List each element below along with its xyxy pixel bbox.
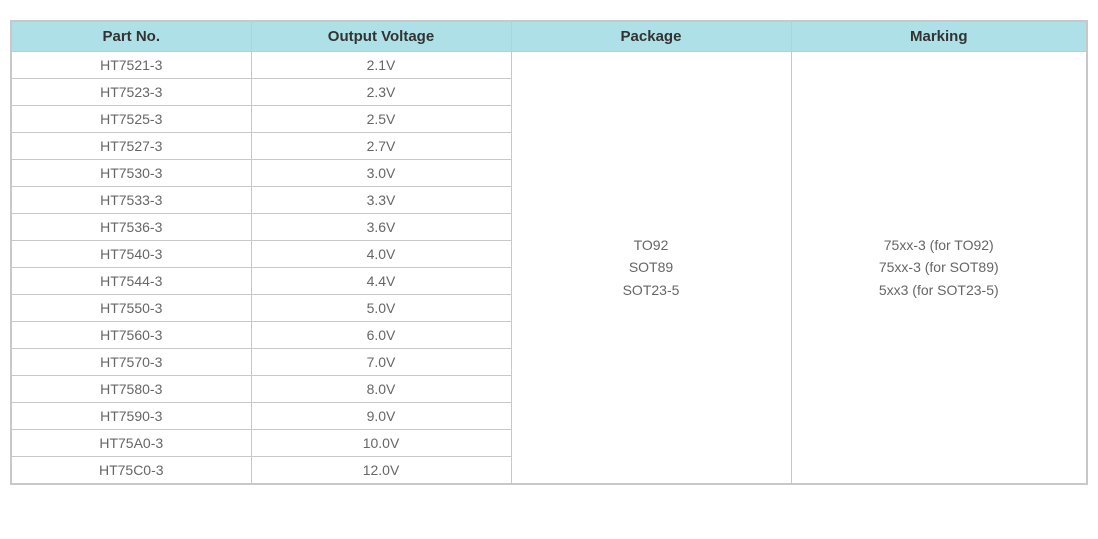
cell-part: HT7527-3 — [11, 133, 251, 160]
cell-voltage: 9.0V — [251, 403, 511, 430]
cell-voltage: 2.3V — [251, 79, 511, 106]
cell-voltage: 4.4V — [251, 268, 511, 295]
cell-part: HT7560-3 — [11, 322, 251, 349]
cell-part: HT7540-3 — [11, 241, 251, 268]
header-voltage: Output Voltage — [251, 21, 511, 52]
cell-voltage: 3.3V — [251, 187, 511, 214]
cell-part: HT7580-3 — [11, 376, 251, 403]
cell-package: TO92SOT89SOT23-5 — [511, 52, 791, 485]
cell-part: HT7570-3 — [11, 349, 251, 376]
cell-voltage: 10.0V — [251, 430, 511, 457]
cell-voltage: 2.5V — [251, 106, 511, 133]
table-body: HT7521-32.1VTO92SOT89SOT23-575xx-3 (for … — [11, 52, 1087, 485]
cell-part: HT7525-3 — [11, 106, 251, 133]
cell-part: HT7536-3 — [11, 214, 251, 241]
cell-part: HT7590-3 — [11, 403, 251, 430]
header-part: Part No. — [11, 21, 251, 52]
cell-voltage: 2.1V — [251, 52, 511, 79]
cell-marking: 75xx-3 (for TO92)75xx-3 (for SOT89)5xx3 … — [791, 52, 1087, 485]
cell-voltage: 6.0V — [251, 322, 511, 349]
cell-voltage: 3.6V — [251, 214, 511, 241]
cell-part: HT7544-3 — [11, 268, 251, 295]
cell-voltage: 12.0V — [251, 457, 511, 485]
cell-voltage: 7.0V — [251, 349, 511, 376]
cell-voltage: 4.0V — [251, 241, 511, 268]
header-row: Part No. Output Voltage Package Marking — [11, 21, 1087, 52]
cell-voltage: 5.0V — [251, 295, 511, 322]
cell-part: HT75C0-3 — [11, 457, 251, 485]
cell-part: HT7550-3 — [11, 295, 251, 322]
cell-part: HT7521-3 — [11, 52, 251, 79]
cell-part: HT7523-3 — [11, 79, 251, 106]
cell-voltage: 8.0V — [251, 376, 511, 403]
header-package: Package — [511, 21, 791, 52]
cell-voltage: 3.0V — [251, 160, 511, 187]
cell-voltage: 2.7V — [251, 133, 511, 160]
cell-part: HT7533-3 — [11, 187, 251, 214]
cell-part: HT7530-3 — [11, 160, 251, 187]
table-row: HT7521-32.1VTO92SOT89SOT23-575xx-3 (for … — [11, 52, 1087, 79]
cell-part: HT75A0-3 — [11, 430, 251, 457]
header-marking: Marking — [791, 21, 1087, 52]
parts-table: Part No. Output Voltage Package Marking … — [10, 20, 1088, 485]
